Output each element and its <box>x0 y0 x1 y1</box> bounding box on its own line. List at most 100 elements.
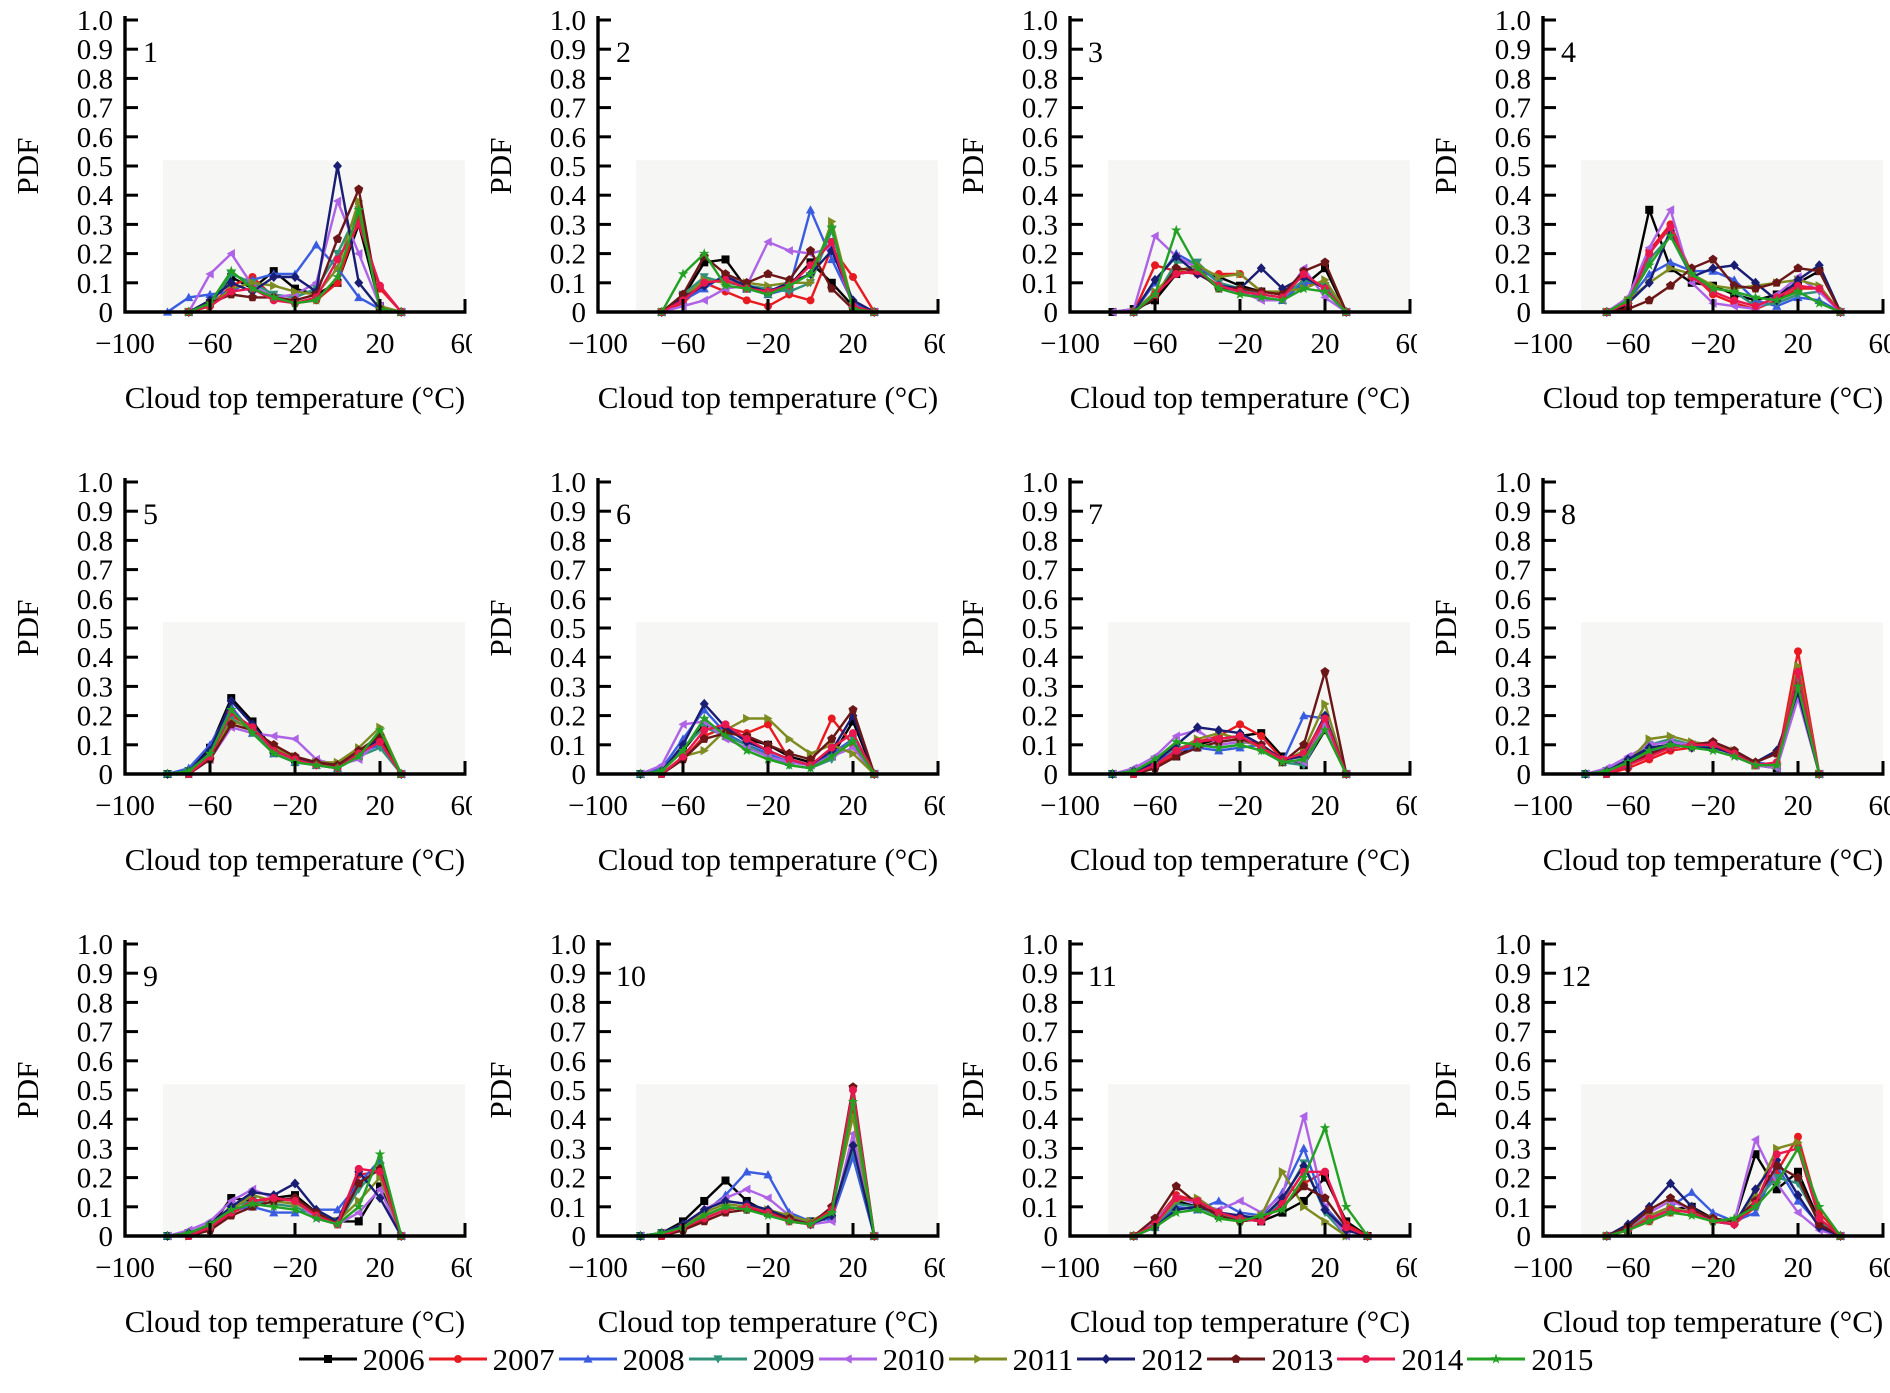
y-axis-title: PDF <box>955 138 990 195</box>
data-point-marker <box>1814 284 1823 293</box>
y-tick-label: 0.9 <box>1494 958 1530 990</box>
data-point-marker <box>1299 740 1309 749</box>
data-point-marker <box>1172 270 1181 279</box>
data-point-marker <box>269 731 278 741</box>
data-point-marker <box>806 278 815 288</box>
x-tick-label: −100 <box>1513 328 1573 360</box>
data-point-marker <box>1728 286 1739 297</box>
x-tick-label: −60 <box>187 1252 232 1284</box>
data-point-marker <box>1707 1208 1718 1217</box>
y-tick-label: 0.3 <box>549 1133 585 1165</box>
data-point-marker <box>183 1227 194 1238</box>
y-tick-label: 0.1 <box>77 1192 113 1224</box>
data-point-marker <box>227 1194 236 1203</box>
data-point-marker <box>804 762 816 773</box>
x-tick-label: −20 <box>1217 1252 1262 1284</box>
data-point-marker <box>376 1167 384 1176</box>
y-tick-label: 0.5 <box>77 613 113 645</box>
y-tick-label: 0.5 <box>1022 1075 1058 1107</box>
x-tick-label: 60 <box>1868 790 1890 822</box>
legend-label: 2006 <box>362 1341 425 1377</box>
data-point-marker <box>783 1215 794 1226</box>
y-tick-label: 1.0 <box>77 467 113 499</box>
data-point-marker <box>1686 742 1697 753</box>
data-point-marker <box>1643 745 1654 756</box>
y-tick-label: 0.8 <box>549 525 585 557</box>
x-tick-label: 20 <box>838 1252 867 1284</box>
data-point-marker <box>226 249 235 259</box>
data-point-marker <box>226 1196 235 1206</box>
panel-10-chart: 00.10.20.30.40.50.60.70.80.91.0 −100 −60 −2… <box>483 929 953 1339</box>
data-point-marker <box>1300 1202 1309 1212</box>
y-tick-label: 0.8 <box>1494 525 1530 557</box>
data-point-marker <box>721 255 729 264</box>
data-point-marker <box>763 713 773 724</box>
data-point-marker <box>827 216 836 227</box>
data-point-marker <box>1231 1354 1241 1363</box>
x-tick-label: −20 <box>1690 328 1735 360</box>
y-tick-label: 0.9 <box>549 496 585 528</box>
series-line-2015 <box>1605 234 1841 314</box>
y-tick-label: 0.2 <box>1494 701 1530 733</box>
legend-item-2015: 2015 <box>1465 1344 1593 1375</box>
data-point-marker <box>1234 1215 1246 1226</box>
data-point-marker <box>1256 291 1267 302</box>
y-tick-label: 0.5 <box>77 151 113 183</box>
data-point-marker <box>826 254 836 264</box>
panel-6-chart: 00.10.20.30.40.50.60.70.80.91.0 −100 −60 −2… <box>483 467 953 877</box>
panel-8: 0 0.1 0.2 0.3 0.4 0.5 0.6 0.7 0.8 0.9 1.0 −100 −60 −2… <box>1418 462 1890 924</box>
panel-number: 1 <box>143 36 158 69</box>
data-point-marker <box>762 753 773 764</box>
x-tick-label: −100 <box>95 1252 155 1284</box>
y-tick-label: 0.2 <box>1022 701 1058 733</box>
panel-number: 11 <box>1088 960 1117 993</box>
data-point-marker <box>1278 1208 1287 1217</box>
x-tick-label: −60 <box>1132 1252 1177 1284</box>
x-tick-label: 60 <box>451 790 473 822</box>
data-point-marker <box>720 1195 730 1206</box>
data-point-marker <box>1213 742 1224 753</box>
data-point-marker <box>699 698 709 709</box>
data-point-marker <box>827 278 836 287</box>
y-tick-label: 0 <box>1516 1221 1531 1253</box>
y-tick-label: 0.8 <box>549 987 585 1019</box>
y-tick-label: 0 <box>1044 759 1059 791</box>
data-point-marker <box>1792 1172 1803 1182</box>
data-point-marker <box>721 1176 729 1185</box>
data-point-marker <box>842 1354 852 1364</box>
y-tick-label: 0.5 <box>549 151 585 183</box>
data-point-marker <box>741 1184 750 1194</box>
y-tick-label: 1.0 <box>549 467 585 499</box>
x-tick-label: −100 <box>568 790 628 822</box>
panel-9: 0 0.1 0.2 0.3 0.4 0.5 0.6 0.7 0.8 0.9 1.0 −100 −60 −2… <box>0 924 480 1386</box>
data-point-marker <box>698 248 709 259</box>
data-point-marker <box>353 1201 364 1212</box>
data-point-marker <box>1256 263 1266 274</box>
data-point-marker <box>1236 732 1244 741</box>
data-point-marker <box>677 719 687 729</box>
data-point-marker <box>1319 1122 1331 1133</box>
panel-6: 0 0.1 0.2 0.3 0.4 0.5 0.6 0.7 0.8 0.9 1.0 −100 −60 −2… <box>473 462 953 924</box>
data-point-marker <box>374 724 386 735</box>
legend-label: 2013 <box>1271 1341 1334 1377</box>
data-point-marker <box>1793 1167 1802 1176</box>
data-point-marker <box>762 237 772 247</box>
data-point-marker <box>1234 288 1246 299</box>
y-tick-label: 0.7 <box>1494 93 1530 125</box>
data-point-marker <box>290 1178 300 1189</box>
data-point-marker <box>1299 270 1308 279</box>
data-point-marker <box>1321 1216 1330 1226</box>
data-point-marker <box>1749 291 1761 302</box>
data-point-marker <box>1792 680 1803 691</box>
y-tick-label: 0.2 <box>77 701 113 733</box>
data-point-marker <box>784 755 793 764</box>
data-point-marker <box>332 1218 343 1229</box>
x-tick-label: −20 <box>272 790 317 822</box>
data-point-marker <box>763 746 772 755</box>
y-tick-label: 0.6 <box>1022 1046 1058 1078</box>
panel-number: 4 <box>1561 36 1576 69</box>
x-axis-title: Cloud top temperature (°C) <box>125 1304 465 1339</box>
data-point-marker <box>719 1201 731 1212</box>
data-point-marker <box>698 1210 709 1221</box>
